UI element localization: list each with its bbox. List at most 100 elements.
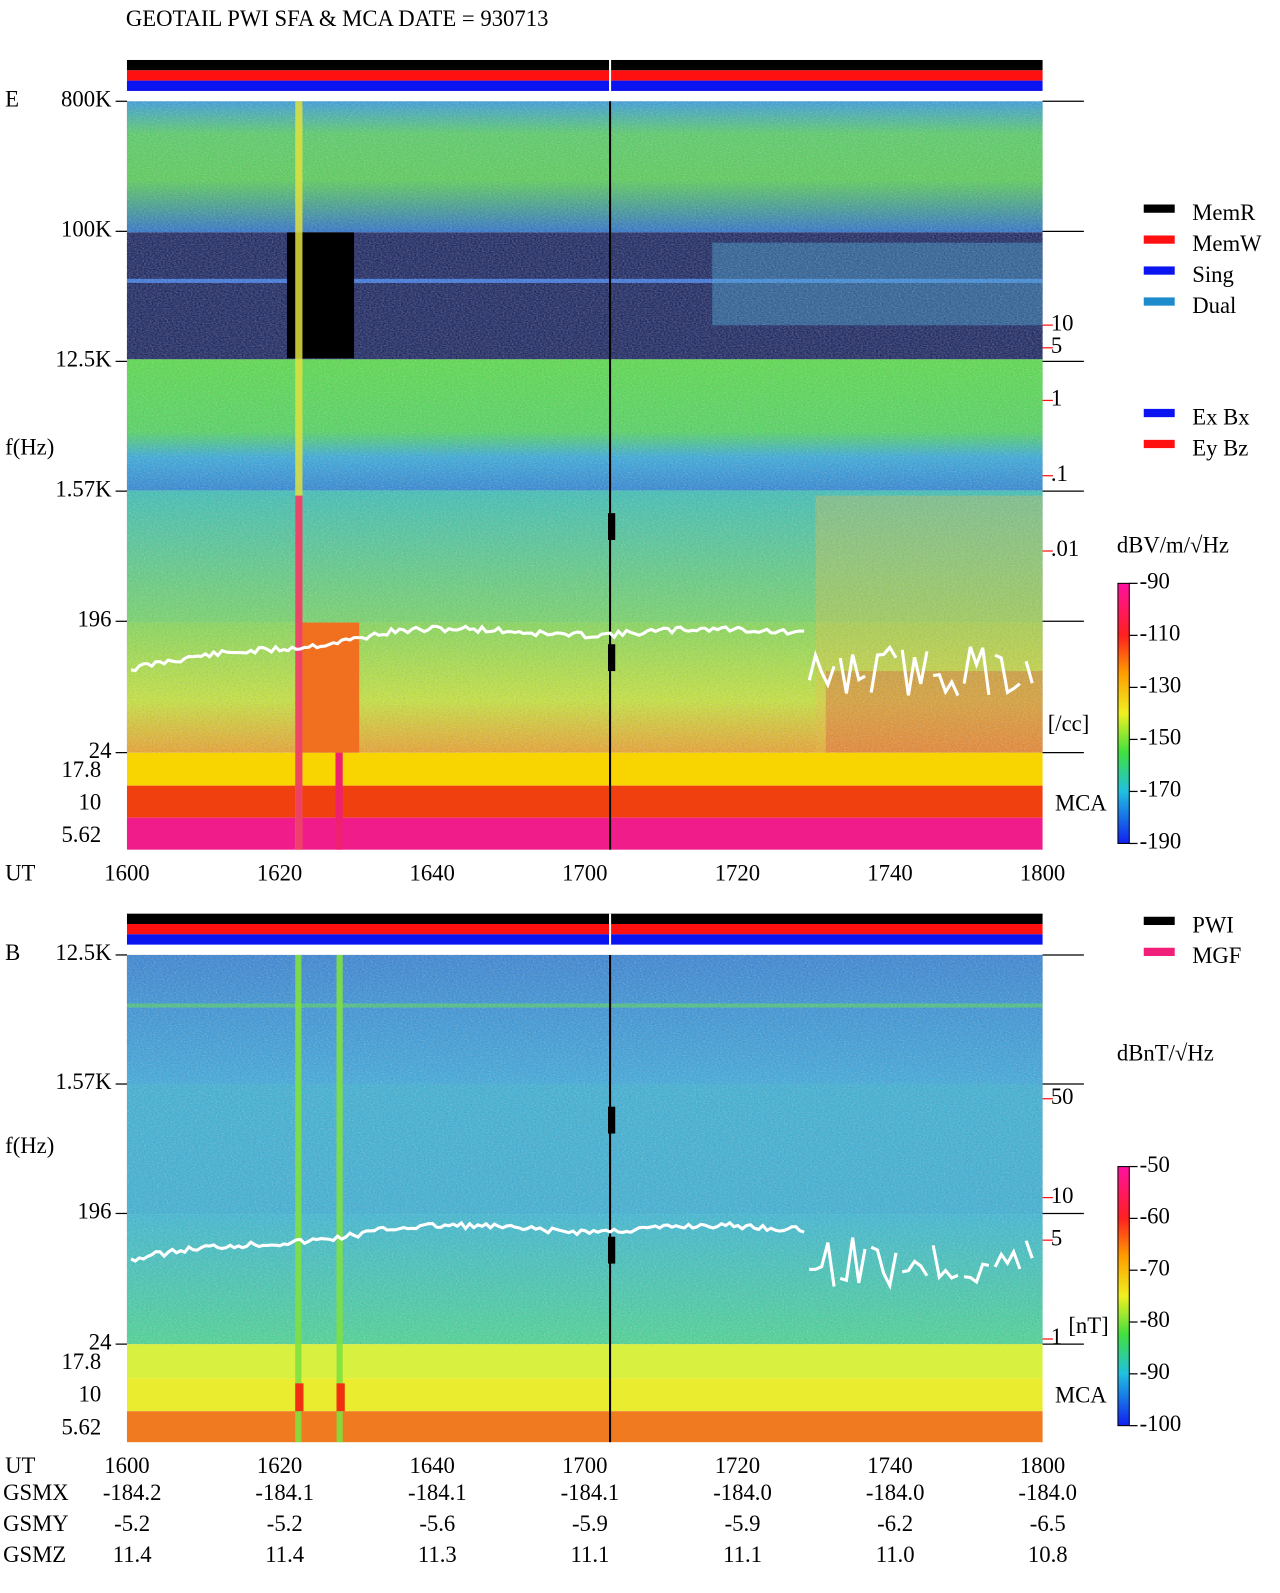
y-tick-label: 1.57K: [55, 476, 112, 501]
status-memw: [126, 70, 1043, 81]
y2-tick-label: .1: [1051, 461, 1068, 486]
colorbar-tick-label: -50: [1140, 1152, 1170, 1177]
spike: [295, 1383, 304, 1412]
y2-tick-label: 5: [1051, 333, 1062, 358]
mca-tick-label: 10: [78, 790, 101, 815]
status-memw: [126, 923, 1043, 935]
orbit-value: -184.0: [866, 1480, 925, 1505]
y-tick-label: 196: [77, 606, 111, 631]
mca-tick-label: 5.62: [61, 822, 101, 847]
legend-swatch: [1143, 297, 1175, 306]
legend-label: PWI: [1192, 912, 1234, 937]
orbit-value: -184.0: [713, 1480, 772, 1505]
x-tick-label: 1800: [1020, 1453, 1065, 1478]
x-tick-label: 1700: [562, 1453, 607, 1478]
orbit-label: GSMX: [3, 1480, 69, 1505]
spike: [295, 495, 303, 850]
legend-swatch: [1143, 235, 1175, 244]
panel-label: E: [5, 86, 19, 111]
orbit-value: -184.2: [103, 1480, 162, 1505]
mca-tick-label: 17.8: [61, 1349, 101, 1374]
x-axis-label: UT: [5, 1453, 35, 1478]
y-axis-label: f(Hz): [5, 1133, 54, 1158]
mca-band: [126, 817, 1043, 850]
mca-band: [126, 785, 1043, 818]
colorbar-unit: dBV/m/√Hz: [1117, 532, 1229, 557]
orbit-value: -5.2: [267, 1511, 303, 1536]
title: GEOTAIL PWI SFA & MCA DATE = 930713: [126, 6, 549, 31]
colorbar-tick-label: -130: [1140, 673, 1182, 698]
mca-band: [126, 752, 1043, 786]
y2-tick-label: 1: [1051, 386, 1062, 411]
orbit-label: GSMY: [3, 1511, 69, 1536]
y-tick-label: 100K: [61, 217, 112, 242]
orbit-value: -184.0: [1018, 1480, 1077, 1505]
mca-tick-label: 10: [78, 1382, 101, 1407]
status-memr: [126, 913, 1043, 924]
trace: [130, 1220, 1034, 1291]
x-tick-label: 1620: [257, 861, 302, 886]
colorbar: [1117, 1166, 1130, 1427]
orbit-value: -184.1: [408, 1480, 467, 1505]
x-tick-label: 1720: [715, 1453, 760, 1478]
y2-tick-label: 5: [1051, 1225, 1062, 1250]
y-tick-label: 800K: [61, 86, 112, 111]
y2-tick-label: 1: [1051, 1324, 1062, 1349]
noise: [126, 101, 1043, 753]
noise: [126, 954, 1043, 1345]
status-bar: [126, 59, 1043, 945]
y2-unit: [/cc]: [1048, 711, 1090, 736]
legend-swatch: [1143, 947, 1175, 956]
spectrum-band: [299, 622, 360, 753]
gap: [608, 1236, 616, 1264]
orbit-value: -5.9: [572, 1511, 608, 1536]
y-tick-label: 12.5K: [55, 940, 112, 965]
orbit-value: 11.3: [418, 1542, 457, 1567]
legend-swatch: [1143, 916, 1175, 926]
spike: [336, 1383, 345, 1412]
mca-label: MCA: [1055, 1382, 1107, 1407]
colorbar-tick-label: -90: [1140, 1359, 1170, 1384]
colorbar-tick-label: -80: [1140, 1307, 1170, 1332]
x-tick-label: 1800: [1020, 861, 1065, 886]
colorbar-tick-label: -150: [1140, 725, 1182, 750]
spike: [295, 954, 302, 1443]
spectrogram-e: [126, 101, 1043, 850]
legend-swatch: [1143, 439, 1175, 449]
mca-band: [126, 1378, 1043, 1412]
legend-label: Sing: [1192, 262, 1234, 287]
mca-label: MCA: [1055, 790, 1107, 815]
mca-tick-label: 5.62: [61, 1414, 101, 1439]
orbit-value: 11.4: [113, 1542, 152, 1567]
orbit-value: 11.4: [265, 1542, 304, 1567]
spike: [336, 954, 343, 1443]
status-sing: [126, 934, 1043, 945]
orbit-value: 10.8: [1028, 1542, 1068, 1567]
mca-tick-label: 17.8: [61, 757, 101, 782]
orbit-value: -184.1: [255, 1480, 314, 1505]
x-tick-label: 1720: [715, 861, 760, 886]
mca-band: [126, 1344, 1043, 1379]
y2-tick-label: 10: [1051, 1183, 1074, 1208]
y2-tick-label: .01: [1051, 536, 1079, 561]
x-tick-label: 1600: [104, 861, 149, 886]
y-tick-label: 12.5K: [55, 347, 112, 372]
spectrogram-b: [126, 954, 1043, 1443]
colorbar-tick-label: -170: [1140, 777, 1182, 802]
legend-label: MemW: [1192, 231, 1262, 256]
y2-unit: [nT]: [1068, 1313, 1108, 1338]
orbit-value: -6.2: [877, 1511, 913, 1536]
trace: [130, 624, 1034, 697]
legend-label: Ex Bx: [1192, 404, 1250, 429]
status-sing: [126, 80, 1043, 91]
y-tick-label: 24: [89, 738, 112, 763]
orbit-value: 11.1: [570, 1542, 609, 1567]
x-tick-label: 1640: [409, 1453, 454, 1478]
orbit-value: -5.6: [419, 1511, 455, 1536]
x-tick-label: 1600: [104, 1453, 149, 1478]
colorbar-tick-label: -110: [1140, 621, 1181, 646]
status-memr: [126, 59, 1043, 71]
orbit-value: -5.2: [114, 1511, 150, 1536]
